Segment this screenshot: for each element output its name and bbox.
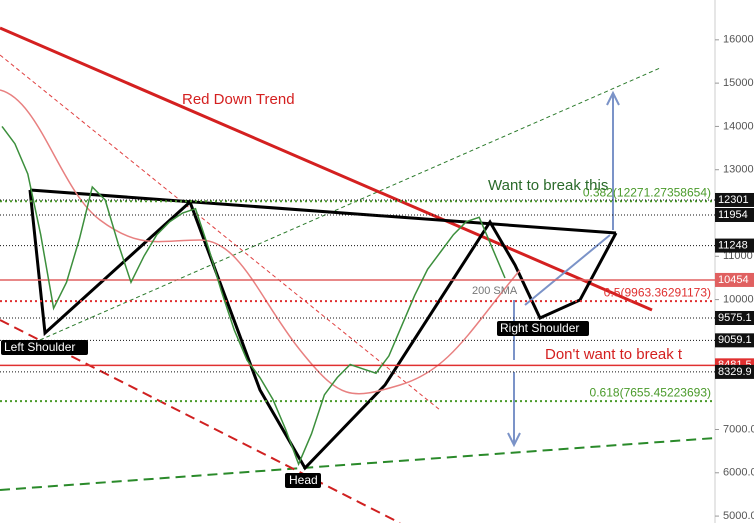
y-tick-label: 10000: [723, 294, 754, 306]
annotation: Head: [289, 473, 318, 487]
support-line: [0, 437, 716, 491]
channel-line: [0, 54, 441, 411]
y-tick-label: 16000: [723, 34, 754, 46]
level-label-bg: [715, 333, 754, 348]
annotation-box: [285, 473, 321, 488]
fib-label: 0.618(7655.45223693): [590, 385, 711, 399]
y-tick-label: 15000: [723, 77, 754, 89]
arrow-head: [606, 90, 620, 106]
y-tick-label: 13000: [723, 164, 754, 176]
level-label: 9575.1: [718, 312, 752, 324]
fib-label: 0.5(9963.36291173): [604, 285, 711, 299]
level-label: 11248: [718, 239, 748, 251]
price-line: [1, 125, 506, 467]
level-label: 9059.1: [718, 334, 752, 346]
neckline: [29, 188, 617, 235]
level-label-bg: [715, 272, 754, 287]
annotation-box: [497, 321, 589, 336]
y-tick-label: 6000.00: [723, 467, 754, 479]
y-tick-label: 7000.00: [723, 423, 754, 435]
y-tick-label: 11000: [723, 250, 753, 262]
level-label: 11954: [718, 209, 748, 221]
level-label-bg: [715, 238, 754, 253]
level-label: 8329.9: [718, 366, 752, 378]
channel-line: [39, 67, 661, 341]
y-tick-label: 14000: [723, 120, 754, 132]
red-down-trend: [0, 26, 653, 312]
annotation: Left Shoulder: [4, 340, 75, 354]
arrow-head: [507, 432, 521, 448]
level-label-bg: [715, 208, 754, 223]
level-label-bg: [715, 310, 754, 325]
annotation: Don't want to break t: [545, 346, 683, 363]
level-label-bg: [715, 364, 754, 379]
drawings: [0, 26, 716, 523]
trend-line: [0, 319, 401, 523]
level-label: 10454: [718, 274, 749, 286]
y-tick-label: 5000.00: [723, 510, 754, 522]
level-label-bg: [715, 192, 754, 207]
annotation: 200 SMA: [472, 285, 518, 297]
sma-line: [0, 89, 521, 395]
annotation: Red Down Trend: [182, 91, 295, 108]
annotation: Right Shoulder: [500, 321, 579, 335]
annotation: Want to break this: [488, 177, 608, 194]
level-label: 12301: [718, 194, 749, 206]
arrow: [524, 234, 611, 306]
annotation-box: [1, 340, 88, 355]
fib-label: 0.382(12271.27358654): [583, 185, 711, 199]
